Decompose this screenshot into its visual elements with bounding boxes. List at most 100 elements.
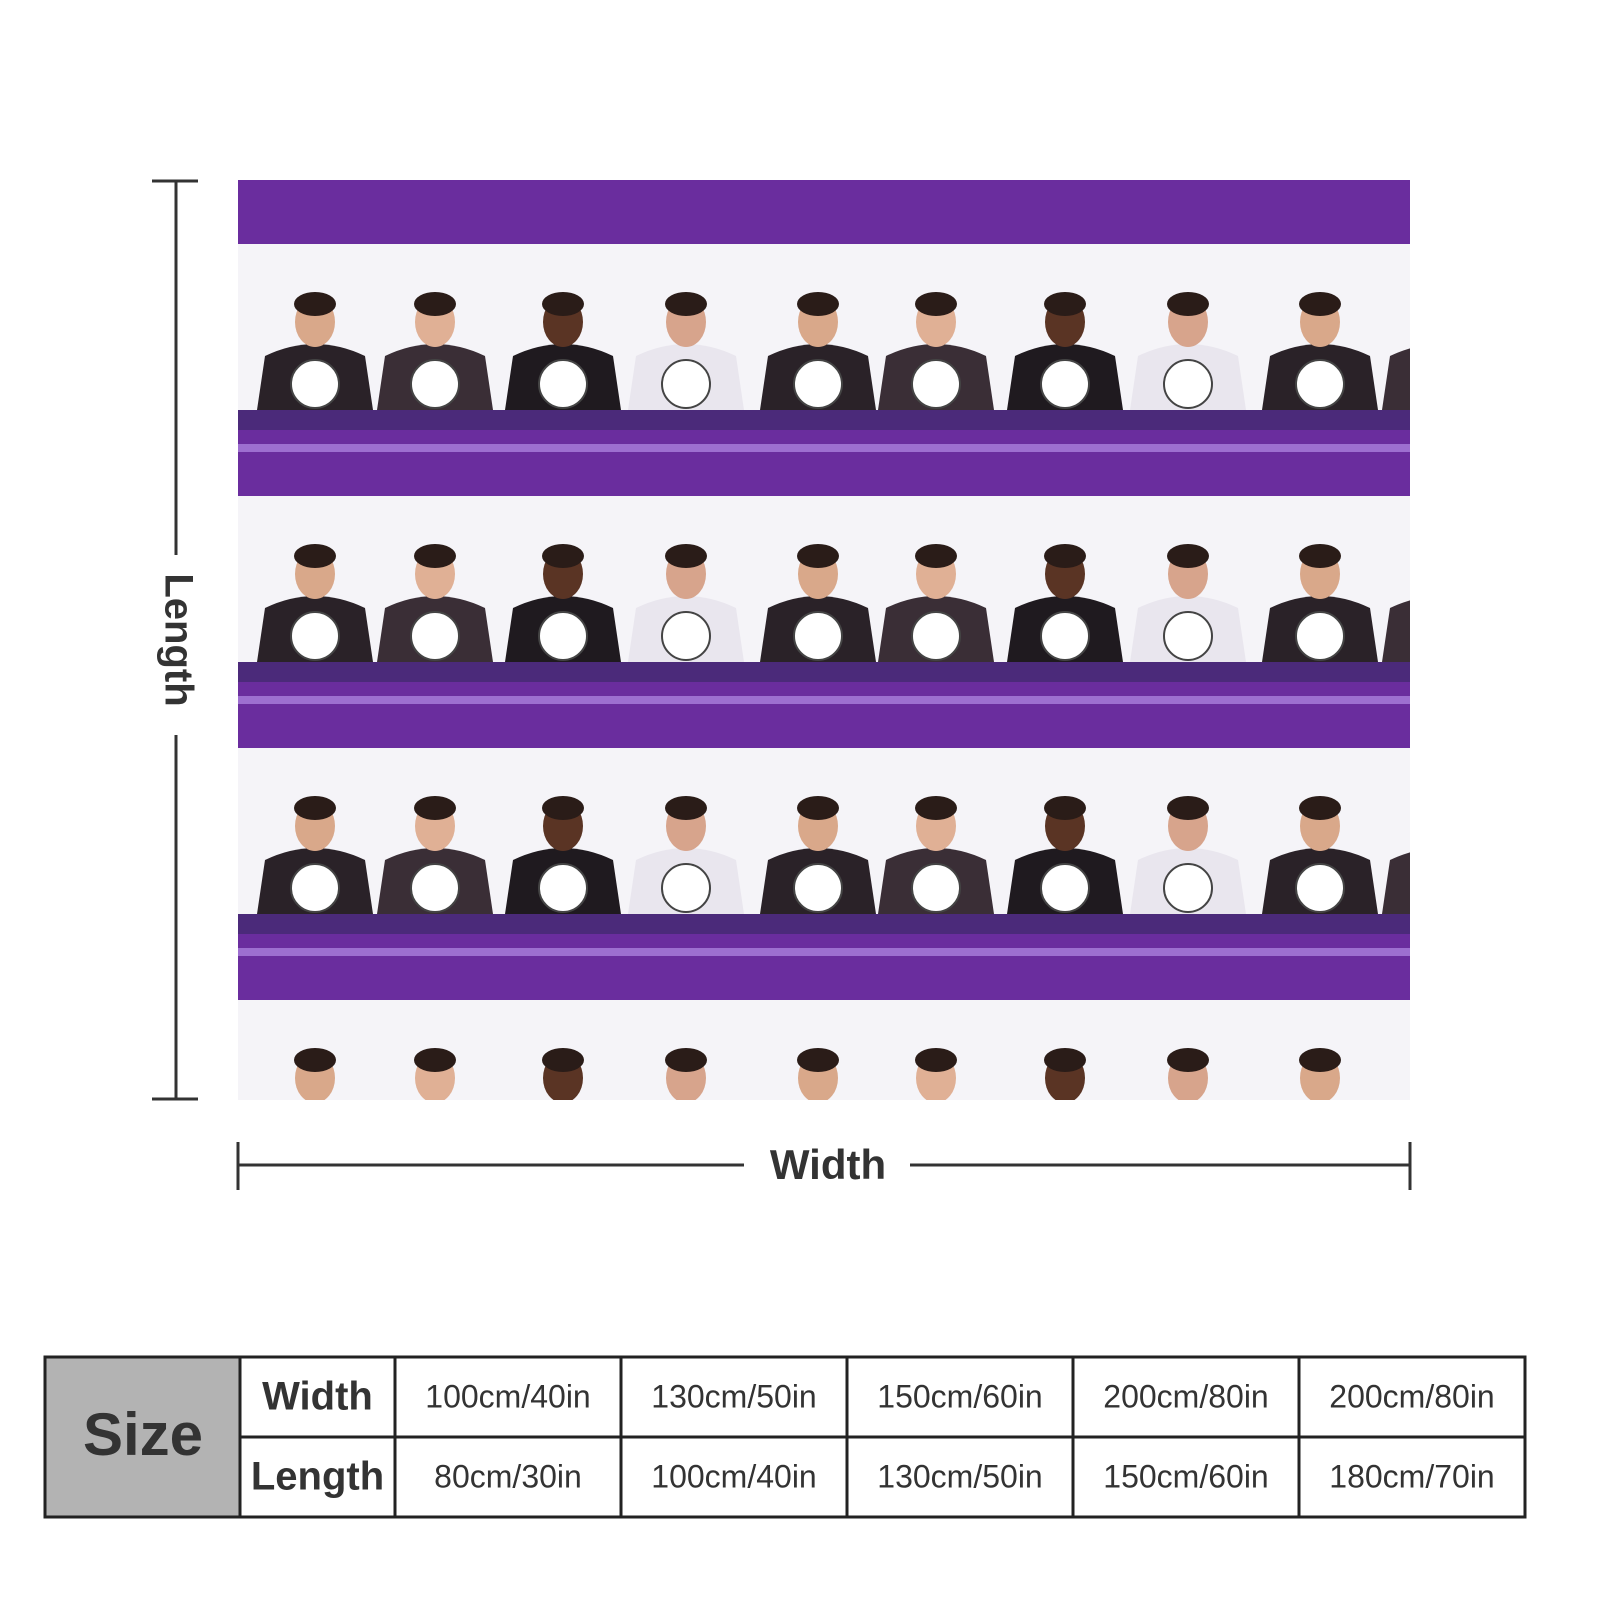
figure-hair (797, 1048, 839, 1072)
paddle (1163, 359, 1213, 409)
figure-hair (1419, 1048, 1461, 1072)
paddle (539, 1116, 587, 1164)
paddle (1295, 359, 1345, 409)
figure-hair (1044, 292, 1086, 316)
figure-body (505, 1100, 621, 1166)
figure-hair (1299, 796, 1341, 820)
light-strip (238, 948, 1410, 956)
length-label: Length (156, 573, 200, 706)
figure-hair (294, 544, 336, 568)
paddle (1416, 360, 1464, 408)
figure-hair (294, 292, 336, 316)
paddle (1164, 1116, 1212, 1164)
paddle (538, 359, 588, 409)
figure-hair (1044, 544, 1086, 568)
figure-hair (414, 544, 456, 568)
paddle (661, 359, 711, 409)
paddle (1416, 1116, 1464, 1164)
figure-body (878, 1100, 994, 1166)
figure-hair (665, 796, 707, 820)
paddle (411, 1116, 459, 1164)
light-strip (238, 696, 1410, 704)
figure-hair (414, 796, 456, 820)
paddle (538, 611, 588, 661)
figure-hair (294, 796, 336, 820)
figure-head (1420, 1053, 1460, 1103)
paddle (1416, 612, 1464, 660)
desk (238, 914, 1410, 934)
size-cell: 150cm/60in (1103, 1458, 1268, 1494)
figure-head (1420, 297, 1460, 347)
paddle (538, 863, 588, 913)
paddle (1163, 863, 1213, 913)
paddle (911, 863, 961, 913)
size-header-cell (45, 1357, 240, 1517)
length-dimension (152, 179, 198, 1101)
paddle (793, 611, 843, 661)
figure-hair (1167, 292, 1209, 316)
figure-body (1382, 600, 1410, 662)
figure-body (1382, 348, 1410, 410)
figure-hair (1044, 796, 1086, 820)
paddle (911, 359, 961, 409)
figure-hair (1044, 1048, 1086, 1072)
figure-hair (414, 1048, 456, 1072)
paddle (290, 611, 340, 661)
paddle (793, 359, 843, 409)
paddle (1163, 611, 1213, 661)
desk (238, 662, 1410, 682)
paddle (1041, 1116, 1089, 1164)
figure-hair (1299, 544, 1341, 568)
figure-hair (1419, 544, 1461, 568)
paddle (290, 359, 340, 409)
paddle (1416, 864, 1464, 912)
light-strip (238, 1200, 1410, 1208)
figure-hair (665, 1048, 707, 1072)
paddle (410, 359, 460, 409)
size-cell: 130cm/50in (877, 1458, 1042, 1494)
purple-band (238, 682, 1410, 748)
paddle (1295, 863, 1345, 913)
figure-hair (542, 796, 584, 820)
figure-hair (1167, 1048, 1209, 1072)
figure-hair (1419, 292, 1461, 316)
width-dimension (236, 1142, 1412, 1190)
size-cell: 100cm/40in (651, 1458, 816, 1494)
paddle (1040, 611, 1090, 661)
figure-hair (414, 292, 456, 316)
figure-hair (1167, 796, 1209, 820)
figure-hair (797, 796, 839, 820)
figure-hair (665, 544, 707, 568)
purple-band (238, 1186, 1410, 1252)
paddle (410, 863, 460, 913)
size-cell: 150cm/60in (877, 1378, 1042, 1414)
figure-body (257, 1100, 373, 1166)
figure-body (1382, 852, 1410, 914)
row-label: Width (262, 1375, 373, 1419)
width-label: Width (770, 1141, 886, 1188)
paddle (1040, 863, 1090, 913)
figure-body (628, 1100, 744, 1166)
paddle (661, 611, 711, 661)
paddle (291, 1116, 339, 1164)
figure-body (1007, 1100, 1123, 1166)
desk (238, 410, 1410, 430)
figure-hair (915, 292, 957, 316)
light-strip (238, 444, 1410, 452)
figure-body (1130, 1100, 1246, 1166)
figure-hair (797, 292, 839, 316)
paddle (290, 863, 340, 913)
size-cell: 200cm/80in (1103, 1378, 1268, 1414)
row-label: Length (251, 1455, 384, 1499)
figure-body (377, 1100, 493, 1166)
size-cell: 130cm/50in (651, 1378, 816, 1414)
paddle (1040, 359, 1090, 409)
figure-hair (797, 544, 839, 568)
figure-hair (542, 292, 584, 316)
figure-hair (915, 796, 957, 820)
paddle (912, 1116, 960, 1164)
paddle (661, 863, 711, 913)
purple-band (238, 934, 1410, 1000)
